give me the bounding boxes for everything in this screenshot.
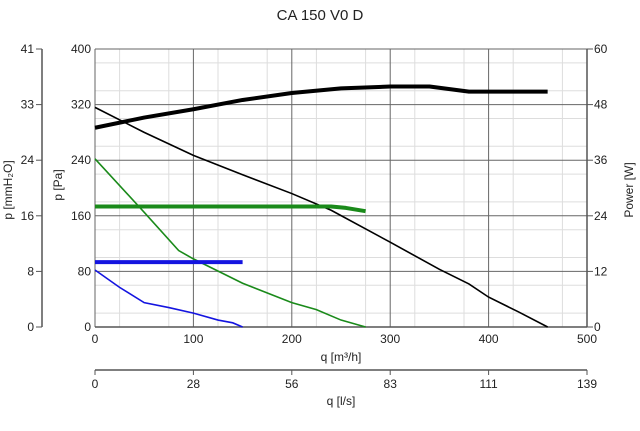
x2-tick-label: 28 (187, 377, 201, 391)
x2-tick-label: 139 (577, 377, 597, 391)
x-tick-label: 400 (479, 332, 499, 346)
x-tick-label: 100 (183, 332, 203, 346)
y-tick-label: 240 (71, 153, 91, 167)
power-tick-label: 36 (594, 153, 608, 167)
power-tick-label: 24 (594, 209, 608, 223)
y-tick-label: 160 (71, 209, 91, 223)
x2-tick-label: 111 (479, 377, 498, 391)
power-tick-label: 60 (594, 42, 608, 56)
y2-tick-label: 0 (27, 320, 34, 334)
x2-tick-label: 56 (285, 377, 299, 391)
x-axis-label: q [m³/h] (321, 350, 362, 364)
y2-tick-label: 16 (21, 209, 35, 223)
x-tick-label: 500 (577, 332, 597, 346)
power-curve (95, 204, 366, 214)
y-tick-label: 320 (71, 98, 91, 112)
power-tick-label: 0 (594, 320, 601, 334)
y-tick-label: 80 (78, 264, 92, 278)
pressure-curve (94, 269, 243, 328)
y2-tick-label: 33 (21, 98, 35, 112)
pressure-curve (94, 158, 366, 328)
x2-tick-label: 83 (384, 377, 398, 391)
x-tick-label: 0 (92, 332, 99, 346)
y-tick-label: 0 (84, 320, 91, 334)
pressure-curve (94, 106, 549, 328)
y2-tick-label: 41 (21, 42, 35, 56)
power-tick-label: 12 (594, 264, 608, 278)
x2-axis-label: q [l/s] (327, 394, 356, 408)
power-tick-label: 48 (594, 98, 608, 112)
x-tick-label: 300 (380, 332, 400, 346)
y-tick-label: 400 (71, 42, 91, 56)
x-tick-label: 200 (282, 332, 302, 346)
x2-tick-label: 0 (92, 377, 99, 391)
y2-axis-label: p [mmH₂O] (1, 160, 15, 219)
y2-tick-label: 8 (27, 264, 34, 278)
chart-title: CA 150 V0 D (277, 7, 364, 24)
y2-tick-label: 24 (21, 153, 35, 167)
power-axis-label: Power [W] (622, 162, 636, 217)
y-axis-label: p [Pa] (51, 169, 65, 200)
power-curve (94, 84, 548, 130)
